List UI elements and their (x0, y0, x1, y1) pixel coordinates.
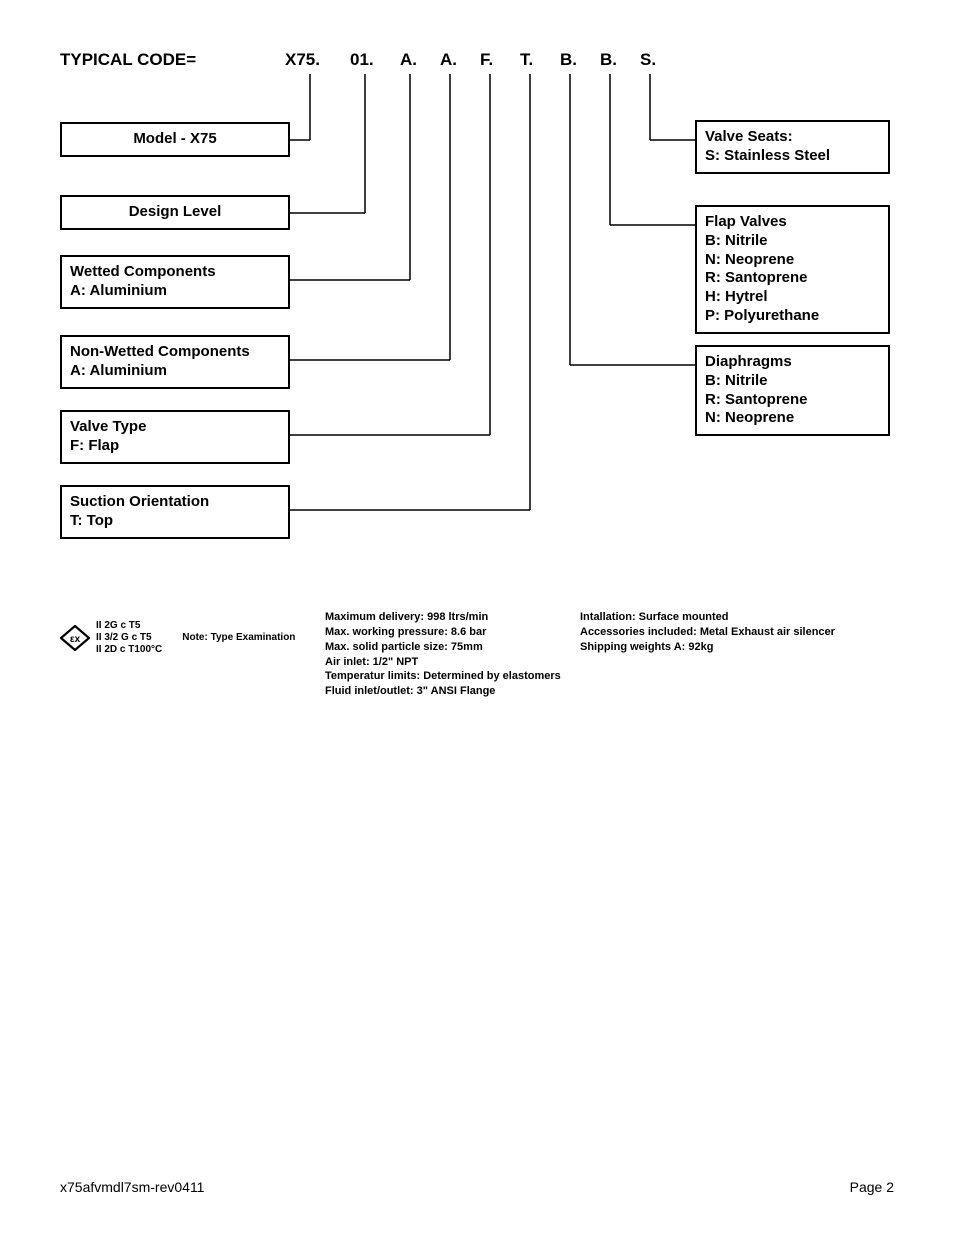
box-diaphragms-l3: N: Neoprene (705, 409, 794, 426)
ex-ratings: II 2G c T5 II 3/2 G c T5 II 2D c T100°C (96, 620, 162, 656)
code-seg-0: X75. (285, 50, 320, 70)
code-seg-6: B. (560, 50, 577, 70)
ex-icon: εx (60, 625, 90, 651)
code-seg-3: A. (440, 50, 457, 70)
box-diaphragms-l0: Diaphragms (705, 353, 792, 370)
code-seg-8: S. (640, 50, 656, 70)
box-wetted-l1: A: Aluminium (70, 282, 167, 299)
specs-right: Intallation: Surface mounted Accessories… (580, 610, 835, 655)
box-wetted: Wetted Components A: Aluminium (60, 255, 290, 309)
box-suction-l1: T: Top (70, 512, 113, 529)
box-nonwetted: Non-Wetted Components A: Aluminium (60, 335, 290, 389)
spec-mid-3: Air inlet: 1/2" NPT (325, 655, 561, 670)
page: TYPICAL CODE= X75. 01. A. A. F. T. B. B.… (0, 0, 954, 1235)
code-seg-7: B. (600, 50, 617, 70)
svg-text:εx: εx (70, 634, 81, 645)
box-diaphragms: Diaphragms B: Nitrile R: SantopreneN: Neop… (695, 345, 890, 436)
box-flapvalves-l2: N: Neoprene (705, 251, 794, 268)
code-seg-4: F. (480, 50, 493, 70)
ex-note: Note: Type Examination (182, 631, 295, 645)
box-design-level: Design Level (60, 195, 290, 230)
box-valvetype-l1: F: Flap (70, 437, 119, 454)
ex-rating-1: II 3/2 G c T5 (96, 632, 162, 644)
spec-mid-5: Fluid inlet/outlet: 3" ANSI Flange (325, 684, 561, 699)
box-design-level-l0: Design Level (129, 203, 222, 220)
box-flapvalves-l3: R: Santoprene (705, 269, 808, 286)
spec-mid-0: Maximum delivery: 998 ltrs/min (325, 610, 561, 625)
box-flapvalves-l4: H: Hytrel (705, 288, 768, 305)
box-valvetype: Valve Type F: Flap (60, 410, 290, 464)
box-valveseats-l1: S: Stainless Steel (705, 147, 830, 164)
code-seg-2: A. (400, 50, 417, 70)
ex-rating-0: II 2G c T5 (96, 620, 162, 632)
spec-right-2: Shipping weights A: 92kg (580, 640, 835, 655)
box-flapvalves-l0: Flap Valves (705, 213, 787, 230)
typical-code-label: TYPICAL CODE= (60, 50, 196, 70)
footer-right: Page 2 (850, 1179, 894, 1195)
box-flapvalves-l1: B: Nitrile (705, 232, 768, 249)
footer-left: x75afvmdl7sm-rev0411 (60, 1179, 204, 1195)
box-valvetype-l0: Valve Type (70, 418, 146, 435)
ex-rating-2: II 2D c T100°C (96, 644, 162, 656)
box-valveseats-l0: Valve Seats: (705, 128, 793, 145)
box-diaphragms-l1: B: Nitrile (705, 372, 768, 389)
box-suction: Suction Orientation T: Top (60, 485, 290, 539)
box-flapvalves-l5: P: Polyurethane (705, 307, 819, 324)
spec-right-1: Accessories included: Metal Exhaust air … (580, 625, 835, 640)
spec-mid-4: Temperatur limits: Determined by elastom… (325, 669, 561, 684)
spec-right-0: Intallation: Surface mounted (580, 610, 835, 625)
spec-mid-2: Max. solid particle size: 75mm (325, 640, 561, 655)
box-flapvalves: Flap Valves B: Nitrile N: NeopreneR: Santo… (695, 205, 890, 334)
box-valveseats: Valve Seats: S: Stainless Steel (695, 120, 890, 174)
box-diaphragms-l2: R: Santoprene (705, 391, 808, 408)
specs-middle: Maximum delivery: 998 ltrs/min Max. work… (325, 610, 561, 699)
ex-block: εx II 2G c T5 II 3/2 G c T5 II 2D c T100… (60, 620, 295, 656)
code-seg-5: T. (520, 50, 533, 70)
box-wetted-l0: Wetted Components (70, 263, 216, 280)
box-nonwetted-l1: A: Aluminium (70, 362, 167, 379)
code-diagram: TYPICAL CODE= X75. 01. A. A. F. T. B. B.… (60, 50, 894, 550)
spec-mid-1: Max. working pressure: 8.6 bar (325, 625, 561, 640)
box-nonwetted-l0: Non-Wetted Components (70, 343, 250, 360)
box-suction-l0: Suction Orientation (70, 493, 209, 510)
code-seg-1: 01. (350, 50, 374, 70)
page-footer: x75afvmdl7sm-rev0411 Page 2 (60, 1179, 894, 1195)
box-model: Model - X75 (60, 122, 290, 157)
box-model-l0: Model - X75 (133, 130, 216, 147)
